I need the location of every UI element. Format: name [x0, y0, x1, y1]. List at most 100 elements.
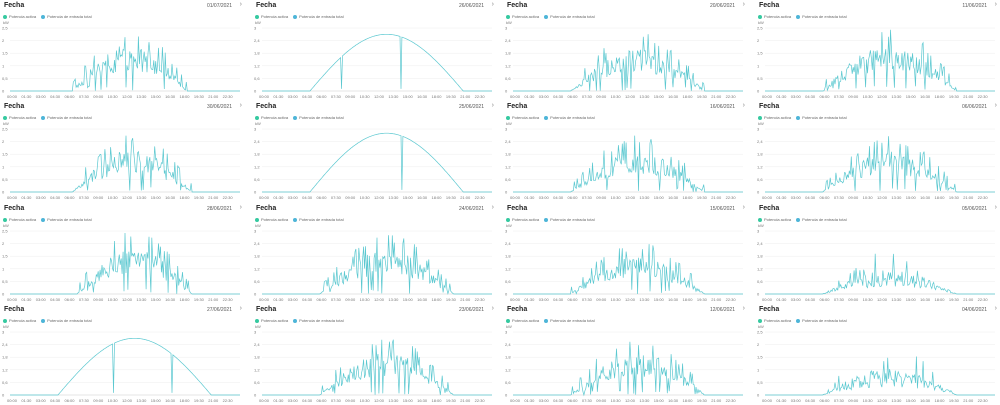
chart-card[interactable]: Fecha 04/06/2021 › Potencia activa Potencia … [755, 304, 999, 403]
chevron-right-icon[interactable]: › [239, 102, 242, 109]
legend: Potencia activa Potencia de entrada total [255, 217, 349, 222]
legend-label: Potencia activa [9, 115, 37, 120]
chart-card[interactable]: Fecha 11/06/2021 › Potencia activa Potencia … [755, 0, 999, 99]
x-tick-label: 15:00 [906, 94, 917, 99]
y-tick-label: 0,6 [254, 279, 260, 284]
chevron-right-icon[interactable]: › [491, 1, 494, 8]
chart-card[interactable]: Fecha 30/06/2021 › Potencia activa Potencia … [0, 101, 244, 200]
legend-dot [293, 318, 298, 323]
legend-dot [506, 217, 510, 222]
x-tick-label: 13:30 [639, 398, 650, 403]
y-tick-label: 0,5 [757, 76, 763, 81]
x-tick-label: 18:00 [934, 297, 945, 302]
x-tick-label: 16:30 [920, 94, 931, 99]
chart-card[interactable]: Fecha 25/06/2021 › Potencia activa Potencia … [252, 101, 496, 200]
chart-card[interactable]: Fecha 06/06/2021 › Potencia activa Potencia … [755, 101, 999, 200]
chevron-right-icon[interactable]: › [994, 1, 997, 8]
x-tick-label: 07:30 [79, 94, 90, 99]
legend-item: Potencia de entrada total [796, 14, 847, 19]
x-tick-label: 21:00 [711, 195, 722, 200]
y-tick-label: 3 [505, 229, 508, 234]
y-unit: kW [3, 324, 9, 329]
chevron-right-icon[interactable]: › [491, 204, 494, 211]
chevron-right-icon[interactable]: › [994, 305, 997, 312]
chart-card[interactable]: Fecha 27/06/2021 › Potencia activa Potencia … [0, 304, 244, 403]
chart-card[interactable]: Fecha 26/06/2021 › Potencia activa Potencia … [252, 0, 496, 99]
chevron-right-icon[interactable]: › [742, 1, 745, 8]
series-line [262, 132, 492, 193]
chart-card[interactable]: Fecha 20/06/2021 › Potencia activa Potencia … [503, 0, 747, 99]
legend-dot [758, 115, 762, 120]
chevron-right-icon[interactable]: › [491, 305, 494, 312]
y-unit: kW [255, 20, 261, 25]
x-tick-label: 12:00 [877, 94, 888, 99]
x-tick-label: 15:00 [151, 94, 162, 99]
legend-label: Potencia de entrada total [550, 115, 595, 120]
x-tick-label: 22:30 [475, 398, 486, 403]
legend-label: Potencia de entrada total [550, 14, 595, 19]
x-tick-label: 07:30 [582, 297, 593, 302]
chart-card[interactable]: Fecha 12/06/2021 › Potencia activa Potencia … [503, 304, 747, 403]
chart-card[interactable]: Fecha 24/06/2021 › Potencia activa Potencia … [252, 203, 496, 302]
x-tick-label: 12:00 [122, 297, 133, 302]
x-tick-label: 07:30 [834, 94, 845, 99]
x-tick-label: 01:30 [524, 398, 535, 403]
x-tick-label: 04:30 [805, 94, 816, 99]
x-tick-label: 03:00 [791, 297, 802, 302]
x-tick-label: 18:00 [934, 94, 945, 99]
chevron-right-icon[interactable]: › [239, 305, 242, 312]
chart-card[interactable]: Fecha 16/06/2021 › Potencia activa Potencia … [503, 101, 747, 200]
chevron-right-icon[interactable]: › [742, 102, 745, 109]
chevron-right-icon[interactable]: › [239, 1, 242, 8]
chevron-right-icon[interactable]: › [994, 102, 997, 109]
legend-dot [3, 115, 7, 120]
x-tick-label: 06:00 [819, 297, 830, 302]
x-tick-label: 12:00 [625, 195, 636, 200]
y-tick-label: 2,5 [757, 330, 763, 335]
legend-item: Potencia activa [758, 318, 791, 323]
y-tick-label: 0 [254, 292, 257, 297]
chart-card[interactable]: Fecha 23/06/2021 › Potencia activa Potencia … [252, 304, 496, 403]
y-tick-label: 1 [757, 63, 760, 68]
x-tick-label: 00:00 [762, 297, 773, 302]
chart-card[interactable]: Fecha 01/07/2021 › Potencia activa Potencia … [0, 0, 244, 99]
y-tick-label: 0,6 [757, 177, 763, 182]
x-tick-label: 09:00 [93, 398, 104, 403]
x-tick-label: 00:00 [259, 398, 270, 403]
chevron-right-icon[interactable]: › [994, 204, 997, 211]
x-tick-label: 21:00 [963, 195, 974, 200]
legend-dot [544, 318, 549, 323]
x-tick-label: 12:00 [877, 398, 888, 403]
legend-label: Potencia activa [261, 115, 289, 120]
x-tick-label: 18:00 [934, 195, 945, 200]
chevron-right-icon[interactable]: › [491, 102, 494, 109]
y-unit: kW [506, 20, 512, 25]
chart-date: 06/06/2021 [961, 104, 987, 110]
chevron-right-icon[interactable]: › [742, 305, 745, 312]
x-tick-label: 18:00 [934, 398, 945, 403]
y-tick-label: 1,5 [2, 51, 8, 56]
chart-card[interactable]: Fecha 05/06/2021 › Potencia activa Potencia … [755, 203, 999, 302]
chevron-right-icon[interactable]: › [239, 204, 242, 211]
legend-dot [255, 115, 259, 120]
y-tick-label: 0 [505, 89, 508, 94]
legend-label: Potencia de entrada total [299, 217, 344, 222]
x-tick-label: 13:30 [136, 94, 147, 99]
chart-card[interactable]: Fecha 15/06/2021 › Potencia activa Potencia … [503, 203, 747, 302]
x-tick-label: 22:30 [475, 94, 486, 99]
legend-item: Potencia activa [3, 217, 36, 222]
x-tick-label: 16:30 [668, 195, 679, 200]
chart-card[interactable]: Fecha 28/06/2021 › Potencia activa Potencia … [0, 203, 244, 302]
x-tick-label: 13:30 [891, 398, 902, 403]
x-tick-label: 04:30 [50, 94, 61, 99]
x-tick-label: 04:30 [302, 297, 313, 302]
x-tick-label: 09:00 [345, 398, 356, 403]
x-tick-label: 06:00 [64, 398, 75, 403]
chart-date: 15/06/2021 [709, 206, 735, 212]
legend-label: Potencia de entrada total [802, 217, 847, 222]
y-tick-label: 1,2 [757, 266, 763, 271]
y-tick-label: 0,6 [254, 380, 260, 385]
x-tick-label: 18:00 [431, 398, 442, 403]
legend: Potencia activa Potencia de entrada total [506, 318, 600, 323]
chevron-right-icon[interactable]: › [742, 204, 745, 211]
